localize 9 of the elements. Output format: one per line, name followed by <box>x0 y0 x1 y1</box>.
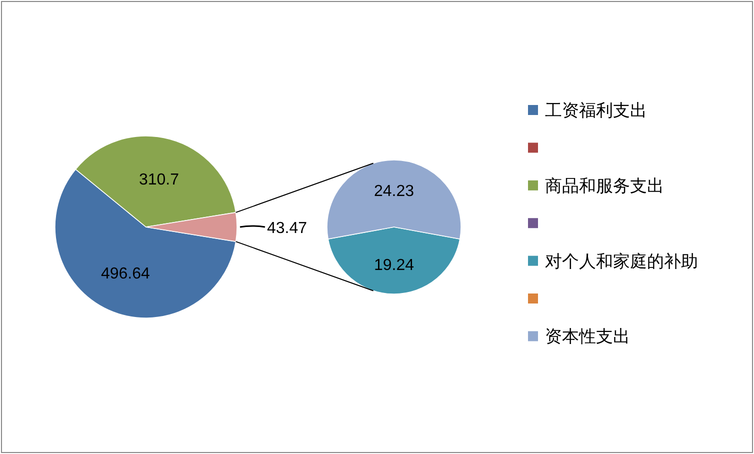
data-label: 310.7 <box>138 172 180 189</box>
legend-label: 对个人和家庭的补助 <box>545 252 698 271</box>
legend-label: 资本性支出 <box>545 327 630 346</box>
legend-label: 工资福利支出 <box>545 101 647 120</box>
data-label: 19.24 <box>374 256 414 274</box>
data-label: 24.23 <box>374 183 414 200</box>
legend-label: 商品和服务支出 <box>545 176 664 196</box>
data-label: 496.64 <box>100 266 150 283</box>
data-label: 43.47 <box>267 220 308 237</box>
